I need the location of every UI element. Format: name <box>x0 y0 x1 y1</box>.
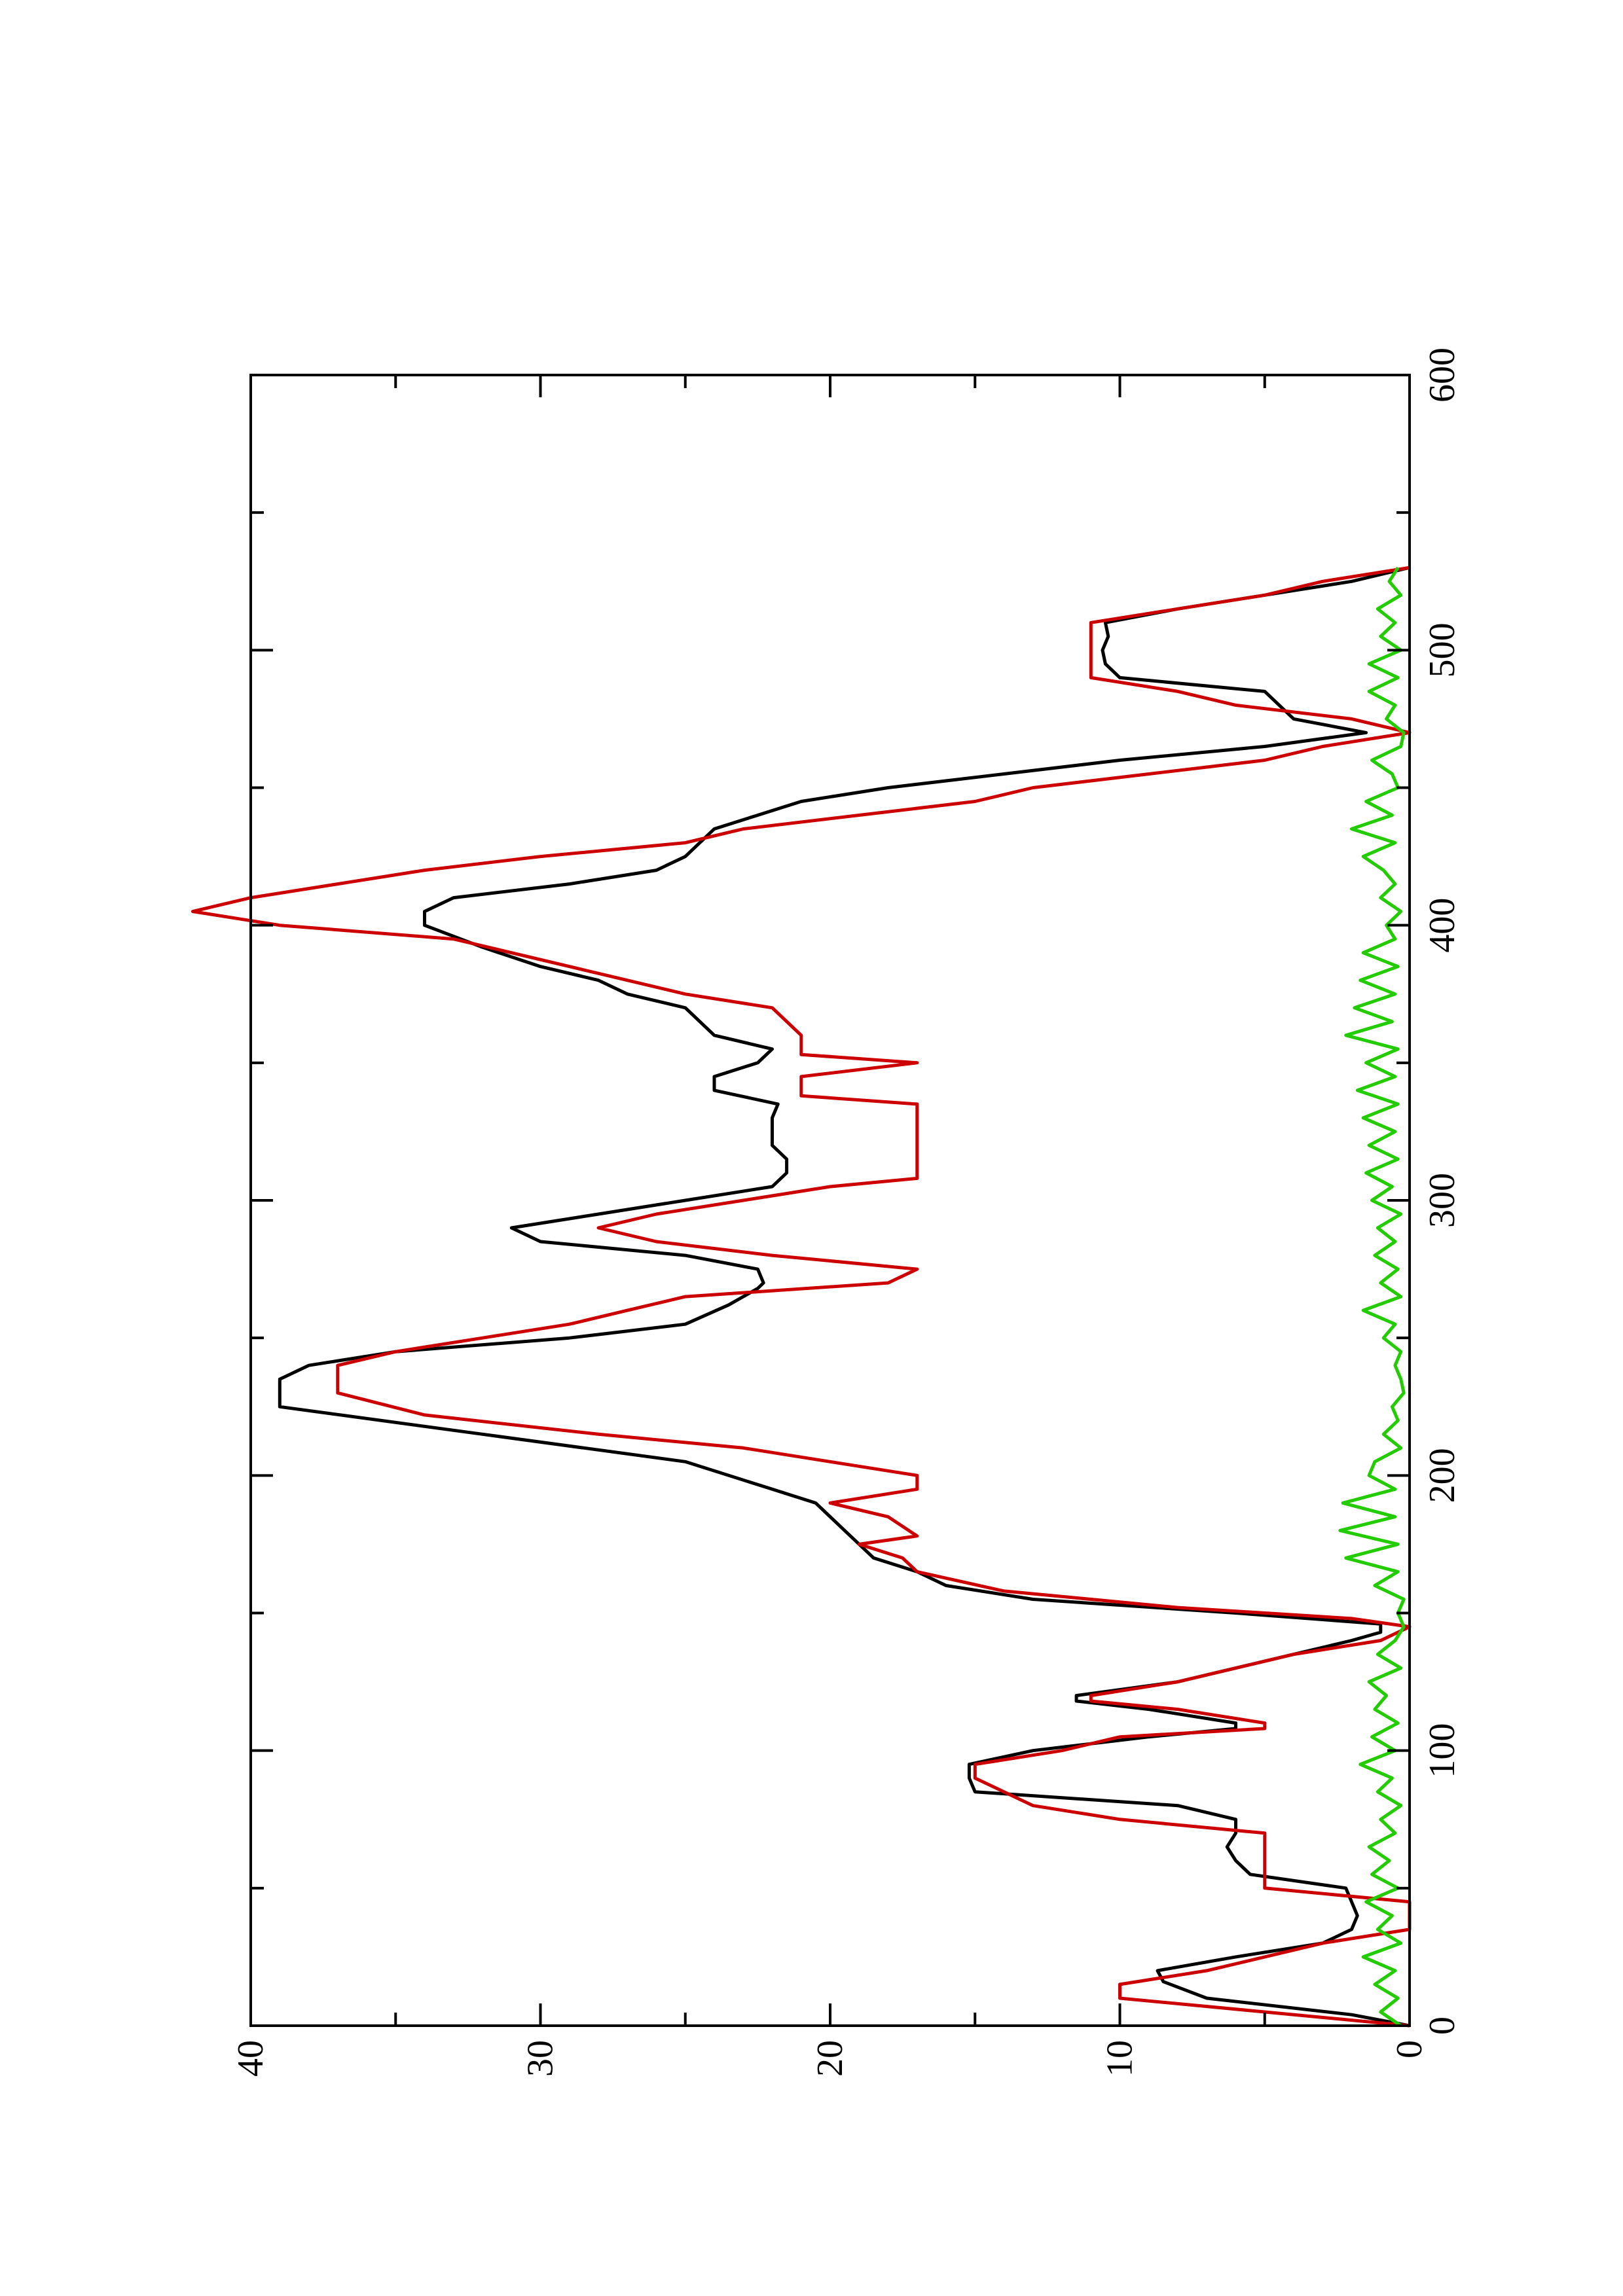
x-tick-label: 200 <box>1422 1448 1463 1503</box>
y-tick-label: 10 <box>1100 2040 1140 2077</box>
y-tick-label: 0 <box>1389 2040 1430 2058</box>
x-tick-label: 0 <box>1422 2017 1463 2035</box>
x-tick-label: 400 <box>1422 898 1463 953</box>
x-axis: 0 100 200 300 400 500 600 <box>251 348 1463 2035</box>
x-tick-label: 100 <box>1422 1723 1463 1778</box>
series-line-3 <box>1338 566 1406 2028</box>
y-tick-label: 40 <box>230 2040 271 2077</box>
x-tick-label: 600 <box>1422 348 1463 403</box>
y-tick-label: 30 <box>520 2040 561 2077</box>
y-axis: 0 10 20 30 40 <box>230 375 1430 2077</box>
series-line-2 <box>191 565 1412 2028</box>
x-tick-label: 500 <box>1422 622 1463 677</box>
y-tick-label: 20 <box>810 2040 850 2077</box>
x-tick-label: 300 <box>1422 1173 1463 1228</box>
series-line-1 <box>278 565 1410 2028</box>
series-layer <box>191 565 1412 2028</box>
